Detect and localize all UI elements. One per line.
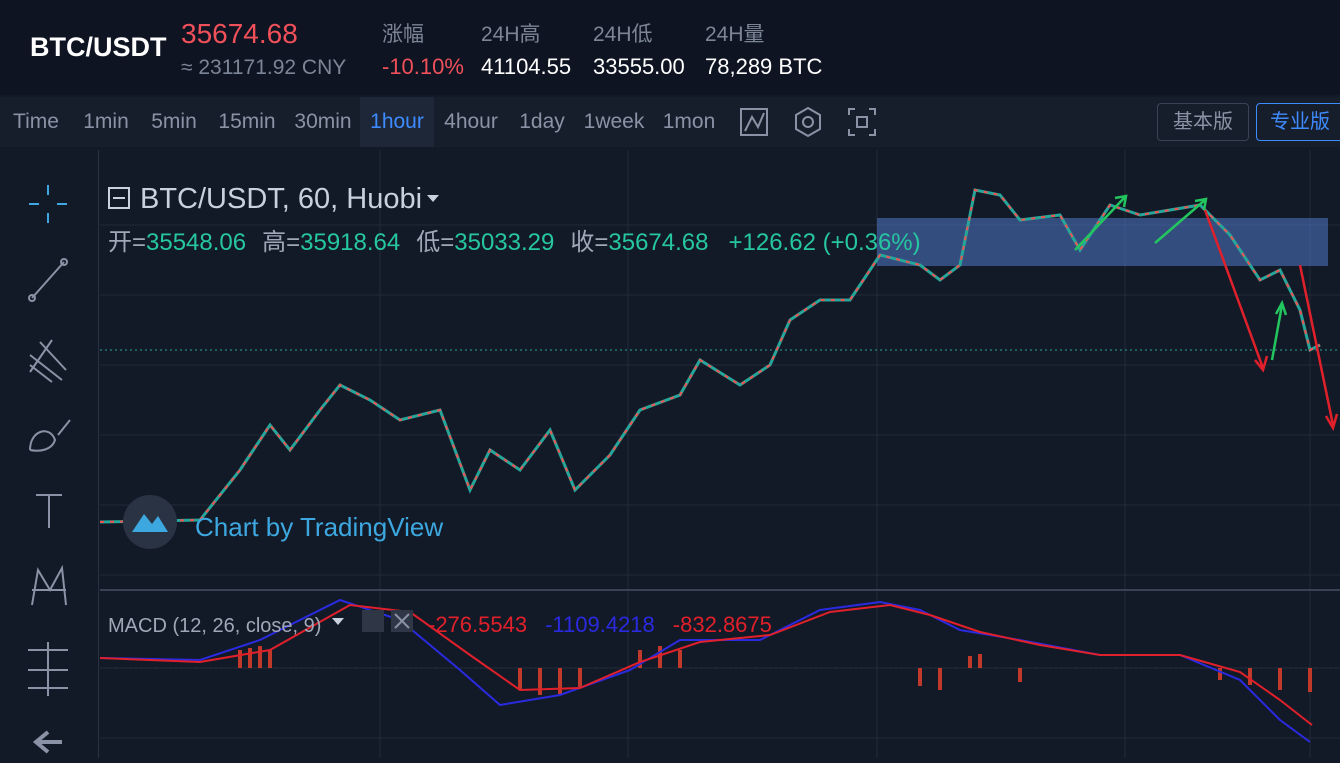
ohlc-legend: 开=35548.06 高=35918.64 低=35033.29 收=35674.68… xyxy=(108,229,921,256)
brush-tool[interactable] xyxy=(29,419,71,452)
line-tool[interactable] xyxy=(31,261,65,299)
watermark-glyph xyxy=(132,514,168,532)
ohlc-value: 35674.68 xyxy=(608,229,708,256)
collapse-legend[interactable] xyxy=(108,187,130,209)
chart-type-icon[interactable] xyxy=(740,108,768,136)
tool-icons xyxy=(28,185,71,754)
chart-type-glyph xyxy=(744,112,765,132)
ohlc-label: 高= xyxy=(262,229,300,256)
stat-label: 涨幅 xyxy=(382,23,424,46)
ohlc-value: 35033.29 xyxy=(454,229,554,256)
macd-settings[interactable] xyxy=(362,610,384,632)
chart-symbol: BTC/USDT, 60, Huobi xyxy=(140,183,422,215)
ohlc-value: 35548.06 xyxy=(146,229,246,256)
macd-signal xyxy=(100,603,1313,726)
interval-button[interactable]: Time xyxy=(13,110,59,133)
stat-label: 24H低 xyxy=(593,23,653,46)
version-button[interactable]: 基本版 xyxy=(1157,103,1249,141)
macd-value: -1109.4218 xyxy=(545,612,655,637)
pair: BTC/USDT xyxy=(30,32,167,62)
crosshair-tool[interactable] xyxy=(29,185,67,223)
annotation-arrow xyxy=(1270,299,1288,361)
settings-glyph xyxy=(802,116,814,128)
screenshot-glyph xyxy=(856,116,868,128)
line-tool-dot xyxy=(60,258,68,266)
interval-button[interactable]: 1mon xyxy=(662,110,716,133)
chart-area: BTC/USDT, 60, Huobi 开=35548.06 高=35918.64… xyxy=(100,150,1340,758)
header: BTC/USDT 35674.68 ≈ 231171.92 CNY 涨幅 -10.… xyxy=(0,0,1340,95)
macd-menu[interactable] xyxy=(332,618,344,625)
interval-button[interactable]: 30min xyxy=(294,110,352,133)
symbol-menu[interactable] xyxy=(427,195,439,202)
interval-button[interactable]: 1min xyxy=(83,110,129,133)
watermark: Chart by TradingView xyxy=(195,512,443,542)
stat-value: -10.10% xyxy=(382,54,464,79)
pattern-tool[interactable] xyxy=(31,564,67,606)
version-button[interactable]: 专业版 xyxy=(1256,103,1340,141)
macd-value: -832.8675 xyxy=(673,612,772,637)
stat-value: 41104.55 xyxy=(481,54,572,79)
annotation-arrow xyxy=(1203,209,1269,373)
macd-values: -276.5543 -1109.4218 -832.8675 xyxy=(428,612,772,637)
ohlc-label: 低= xyxy=(416,229,454,256)
price-cny: ≈ 231171.92 CNY xyxy=(181,56,347,79)
measure-tool[interactable] xyxy=(28,642,68,696)
interval-button[interactable]: 5min xyxy=(151,110,197,133)
price-trace-bearish xyxy=(100,188,1321,523)
stat-value: 78,289 BTC xyxy=(705,54,823,79)
interval-button[interactable]: 15min xyxy=(218,110,276,133)
macd-label: MACD (12, 26, close, 9) xyxy=(108,615,321,637)
price: 35674.68 xyxy=(181,18,298,49)
grid-horizontal xyxy=(100,224,1340,739)
interval-button[interactable]: 1week xyxy=(583,110,645,133)
drawing-tools xyxy=(0,150,99,758)
highlight-box xyxy=(877,218,1328,266)
ohlc-label: 收= xyxy=(570,229,608,256)
text-tool[interactable] xyxy=(36,494,62,528)
macd-remove-glyph xyxy=(394,613,410,629)
interval-button[interactable]: 1day xyxy=(519,110,565,133)
interval-button[interactable]: 4hour xyxy=(444,110,498,133)
annotation-arrow xyxy=(1298,264,1339,432)
toolbar-icons xyxy=(740,106,876,138)
annotation-arrow xyxy=(1154,197,1208,244)
fork-tool[interactable] xyxy=(29,339,67,383)
interval-button[interactable]: 1hour xyxy=(360,97,434,147)
stat-value: 33555.00 xyxy=(593,54,685,79)
ohlc-value: 35918.64 xyxy=(300,229,400,256)
line-tool-dot xyxy=(28,294,36,302)
grid-vertical xyxy=(379,150,1311,758)
annotation-arrow xyxy=(1074,194,1128,251)
macd-histogram xyxy=(238,646,1312,695)
stat-label: 24H高 xyxy=(481,23,541,46)
macd-value: -276.5543 xyxy=(428,612,527,637)
toolbar: Time 1min 5min 15min 30min 1hour 4hour 1day 1wee… xyxy=(0,97,1340,147)
change: +126.62 (+0.36%) xyxy=(729,229,921,256)
settings-icon[interactable] xyxy=(795,106,821,138)
screenshot-icon[interactable] xyxy=(848,108,876,136)
ohlc-label: 开= xyxy=(108,229,146,256)
stat-label: 24H量 xyxy=(705,23,765,46)
collapse-tool[interactable] xyxy=(32,730,62,754)
